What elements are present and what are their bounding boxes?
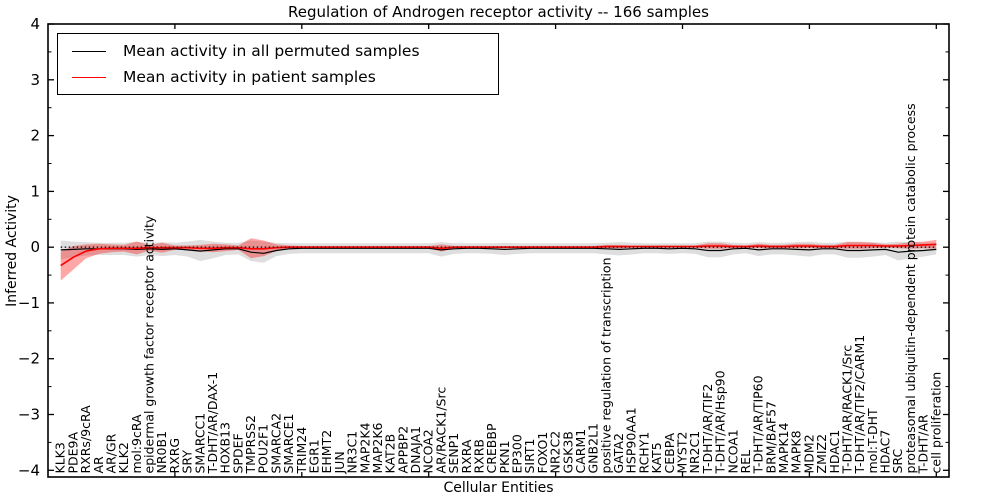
- x-tick-label: MAP2K6: [370, 422, 385, 473]
- legend-label-permuted: Mean activity in all permuted samples: [123, 42, 420, 60]
- x-tick-label: NCOA1: [725, 429, 740, 473]
- x-tick-label: KAT2B: [383, 434, 398, 474]
- y-tick-label: −4: [18, 461, 40, 479]
- x-tick-label: NR0B1: [154, 431, 169, 474]
- x-tick-label: REL: [738, 450, 753, 474]
- x-tick-label: GSK3B: [560, 431, 575, 473]
- permuted-mean-line: [60, 247, 937, 254]
- x-tick-label: T-DHT/AR/TIP60: [751, 375, 766, 474]
- x-tick-label: AR: [91, 456, 106, 474]
- x-tick-label: KLK2: [116, 442, 131, 473]
- y-tick-label: −1: [18, 294, 40, 312]
- x-tick-label: T-DHT/AR/TIF2: [700, 384, 715, 475]
- y-tick-label: 1: [30, 182, 40, 200]
- x-tick-label: T-DHT/AR/RACK1/Src: [840, 345, 855, 475]
- x-tick-label: SRC: [890, 449, 905, 474]
- x-tick-label: JUN: [332, 451, 347, 474]
- y-tick-label: 4: [30, 15, 40, 33]
- chart-title: Regulation of Androgen receptor activity…: [288, 3, 709, 21]
- y-tick-label: 3: [30, 71, 40, 89]
- x-tick-label: SMARCC1: [192, 413, 207, 474]
- x-tick-label: mol:9cRA: [129, 414, 144, 474]
- x-tick-label: epidermal growth factor receptor activit…: [142, 215, 157, 473]
- y-tick-label: −2: [18, 350, 40, 368]
- x-tick-label: positive regulation of transcription: [598, 258, 613, 474]
- x-tick-label: EGR1: [307, 439, 322, 473]
- x-tick-label: KAT5: [649, 442, 664, 473]
- legend-box: Mean activity in all permuted samples Me…: [57, 33, 499, 95]
- permuted-line-swatch: [72, 50, 106, 52]
- x-tick-label: FOXO1: [535, 432, 550, 474]
- x-tick-label: EHMT2: [319, 430, 334, 474]
- x-tick-label: PDE9A: [65, 431, 80, 473]
- x-tick-label: MAP2K4: [357, 422, 372, 473]
- y-axis-label: Inferred Activity: [4, 195, 20, 307]
- x-tick-label: RXRA: [459, 439, 474, 473]
- x-tick-label: cell proliferation: [928, 372, 943, 474]
- x-tick-label: RXRG: [167, 438, 182, 474]
- x-tick-label: CEBPA: [662, 433, 677, 474]
- x-tick-label: NR3C1: [345, 431, 360, 474]
- patient-mean-line: [60, 243, 937, 267]
- permuted-band: [60, 239, 937, 263]
- x-tick-label: RXRB: [472, 439, 487, 474]
- x-tick-label: SIRT1: [522, 439, 537, 474]
- y-tick-label: 2: [30, 127, 40, 145]
- x-tick-label: NR2C1: [687, 431, 702, 474]
- x-tick-label: TMPRSS2: [243, 415, 258, 474]
- x-tick-label: GATA2: [611, 433, 626, 473]
- x-tick-label: SPDEF: [230, 433, 245, 473]
- patient-line-swatch: [72, 76, 106, 78]
- x-tick-label: RCHY1: [636, 432, 651, 474]
- x-axis-label: Cellular Entities: [443, 480, 554, 496]
- x-tick-label: MAPK14: [776, 422, 791, 473]
- patient-band: [60, 238, 937, 281]
- x-tick-label: T-DHT/AR/DAX-1: [205, 372, 220, 475]
- x-tick-label: HSP90AA1: [624, 407, 639, 473]
- x-tick-label: T-DHT/AR/Hsp90: [713, 370, 728, 474]
- x-tick-label: SRY: [180, 450, 195, 474]
- x-tick-label: GNB2L1: [586, 423, 601, 473]
- x-tick-label: MDM2: [801, 434, 816, 473]
- x-tick-label: proteasomal ubiquitin-dependent protein …: [903, 103, 918, 473]
- legend-item-permuted: Mean activity in all permuted samples: [58, 42, 498, 60]
- x-tick-label: T-DHT/AR/TIF2/CARM1: [852, 335, 867, 475]
- x-tick-label: EP300: [510, 434, 525, 473]
- x-tick-label: ZMIZ2: [814, 434, 829, 474]
- x-tick-label: POU2F1: [256, 424, 271, 474]
- x-tick-label: NCOA2: [421, 429, 436, 473]
- x-tick-label: CARM1: [573, 429, 588, 474]
- x-tick-label: SMARCE1: [281, 414, 296, 474]
- x-tick-label: DNAJA1: [408, 426, 423, 474]
- x-tick-label: SENP1: [446, 433, 461, 474]
- x-tick-label: MAPK8: [789, 430, 804, 473]
- x-tick-label: PKN1: [497, 440, 512, 473]
- x-tick-label: CREBBP: [484, 423, 499, 473]
- x-tick-label: HDAC7: [878, 430, 893, 474]
- x-tick-label: MYST2: [675, 432, 690, 474]
- x-tick-label: BRM/BAF57: [763, 401, 778, 473]
- x-tick-label: TRIM24: [294, 427, 309, 475]
- x-tick-label: RXRs/9cRA: [78, 405, 93, 474]
- x-tick-label: mol:T-DHT: [865, 408, 880, 474]
- x-tick-label: KLK3: [53, 442, 68, 473]
- x-tick-label: NR2C2: [548, 431, 563, 474]
- x-tick-label: HDAC1: [827, 430, 842, 474]
- legend-item-patient: Mean activity in patient samples: [58, 68, 498, 86]
- x-tick-label: HOXB13: [218, 422, 233, 473]
- x-tick-label: AR/GR: [104, 433, 119, 473]
- x-tick-label: T-DHT/AR: [916, 414, 931, 474]
- legend-label-patient: Mean activity in patient samples: [123, 68, 376, 86]
- plot-frame: [47, 23, 950, 478]
- x-tick-label: APPBP2: [395, 426, 410, 474]
- y-tick-label: −3: [18, 406, 40, 424]
- x-tick-label: AR/RACK1/Src: [433, 387, 448, 474]
- y-tick-label: 0: [30, 238, 40, 256]
- x-tick-label: SMARCA2: [268, 413, 283, 474]
